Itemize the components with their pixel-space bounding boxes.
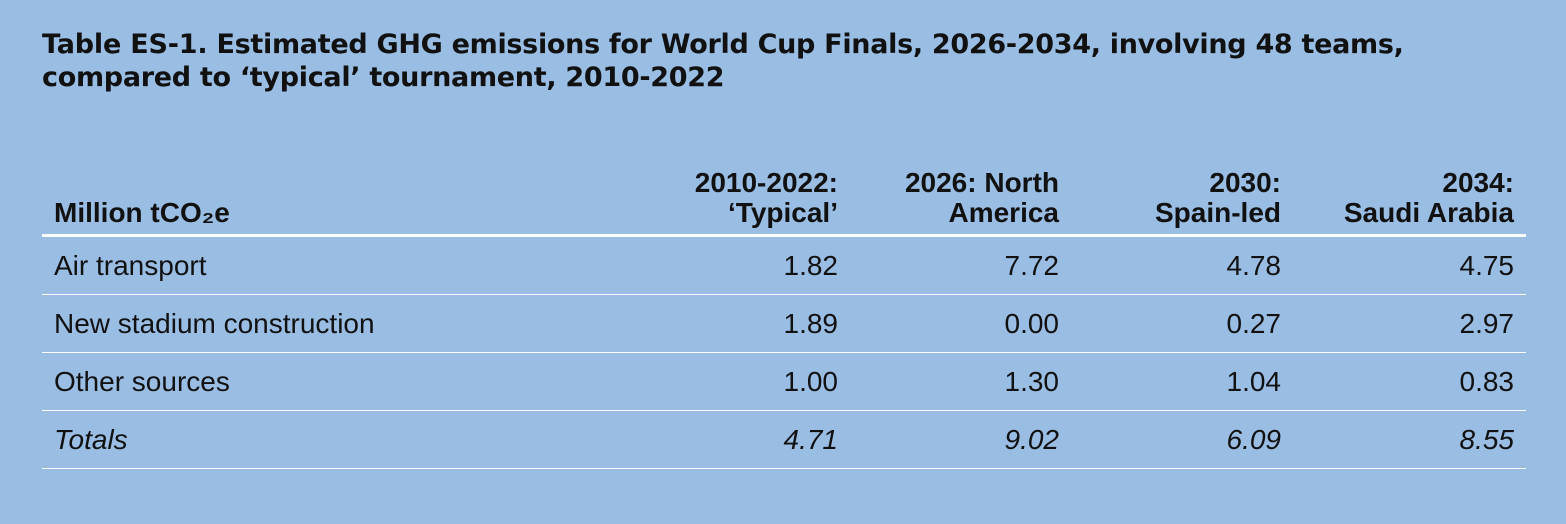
table-cell: 7.72	[850, 235, 1071, 295]
column-header-typical: 2010-2022: ‘Typical’	[628, 164, 850, 237]
row-label: Totals	[42, 410, 628, 469]
unit-header: Million tCO₂e	[42, 164, 628, 237]
table-title-text: Estimated GHG emissions for World Cup Fi…	[42, 29, 1404, 93]
column-header-line: ‘Typical’	[728, 197, 838, 228]
column-header-line: America	[948, 197, 1059, 228]
table-cell: 2.97	[1293, 294, 1526, 353]
column-header-2034: 2034: Saudi Arabia	[1293, 164, 1526, 237]
column-header-line: Spain-led	[1154, 197, 1281, 228]
column-header-line: 2034:	[1442, 167, 1514, 198]
column-header-line: 2010-2022:	[694, 167, 838, 198]
table-cell: 8.55	[1293, 410, 1526, 469]
table-cell: 4.71	[628, 410, 850, 469]
table-row-air-transport: Air transport 1.82 7.72 4.78 4.75	[42, 235, 1526, 295]
table-row-new-stadium-construction: New stadium construction 1.89 0.00 0.27 …	[42, 294, 1526, 353]
table-title-lead: Table ES-1.	[42, 29, 208, 60]
table-cell: 0.27	[1071, 294, 1293, 353]
row-label: Other sources	[42, 352, 628, 411]
column-header-line: 2030:	[1209, 167, 1281, 198]
table-cell: 6.09	[1071, 410, 1293, 469]
table-title: Table ES-1. Estimated GHG emissions for …	[42, 28, 1522, 94]
table-cell: 0.83	[1293, 352, 1526, 411]
table-header-row: Million tCO₂e 2010-2022: ‘Typical’ 2026:…	[42, 164, 1526, 237]
column-header-line: 2026: North	[904, 167, 1059, 198]
table-cell: 4.78	[1071, 235, 1293, 295]
table-row-other-sources: Other sources 1.00 1.30 1.04 0.83	[42, 352, 1526, 411]
column-header-2030: 2030: Spain-led	[1071, 164, 1293, 237]
table-cell: 0.00	[850, 294, 1071, 353]
table-cell: 1.30	[850, 352, 1071, 411]
column-header-2026: 2026: North America	[850, 164, 1071, 237]
table-cell: 1.89	[628, 294, 850, 353]
table-cell: 4.75	[1293, 235, 1526, 295]
row-label: Air transport	[42, 235, 628, 295]
table-cell: 9.02	[850, 410, 1071, 469]
table-cell: 1.82	[628, 235, 850, 295]
table-row-totals: Totals 4.71 9.02 6.09 8.55	[42, 410, 1526, 469]
column-header-line: Saudi Arabia	[1343, 197, 1514, 228]
row-label: New stadium construction	[42, 294, 628, 353]
table-cell: 1.04	[1071, 352, 1293, 411]
emissions-table: Million tCO₂e 2010-2022: ‘Typical’ 2026:…	[42, 164, 1526, 469]
table-cell: 1.00	[628, 352, 850, 411]
unit-header-label: Million tCO₂e	[54, 197, 230, 228]
